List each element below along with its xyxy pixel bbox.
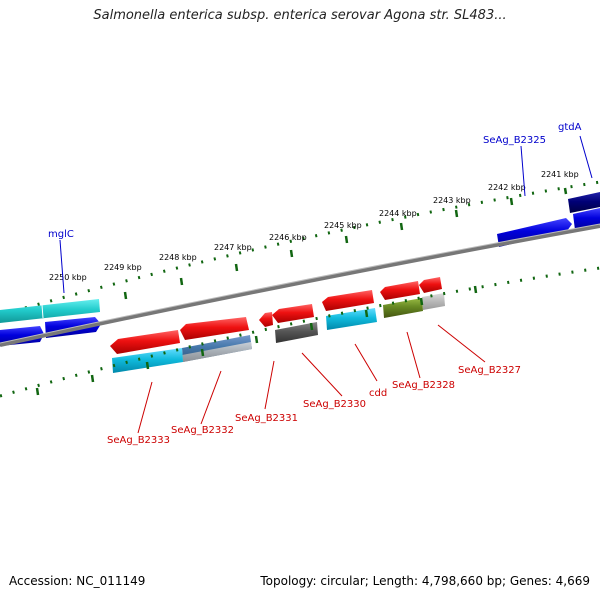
gene-label-gtdA: gtdA: [558, 122, 582, 133]
gene-red-2328a[interactable]: [380, 281, 420, 300]
scale-label-2246: 2246 kbp: [269, 233, 307, 242]
map-title: Salmonella enterica subsp. enterica sero…: [93, 8, 507, 23]
scale-label-2248: 2248 kbp: [159, 253, 197, 262]
gene-label-mglC: mglC: [48, 229, 74, 240]
gene-cdd[interactable]: [326, 308, 377, 330]
gene-label-cdd: cdd: [369, 388, 387, 399]
topology-label: Topology: circular; Length: 4,798,660 bp…: [260, 574, 590, 588]
inner-ticks: [35, 285, 478, 396]
scale-label-2242: 2242 kbp: [488, 183, 526, 192]
scale-label-2243: 2243 kbp: [433, 196, 471, 205]
scale-label-2244: 2244 kbp: [379, 209, 417, 218]
scale-label-2245: 2245 kbp: [324, 221, 362, 230]
gene-label-SeAg-B2331: SeAg_B2331: [235, 413, 298, 424]
scale-label-2247: 2247 kbp: [214, 243, 252, 252]
scale-label-2241: 2241 kbp: [541, 170, 579, 179]
gene-SeAg-B2327[interactable]: [419, 277, 442, 293]
gene-SeAg-B2330[interactable]: [275, 322, 318, 343]
gene-forward-2[interactable]: [573, 208, 600, 230]
scale-label-2250: 2250 kbp: [49, 273, 87, 282]
gene-label-SeAg-B2333: SeAg_B2333: [107, 435, 170, 446]
gene-label-SeAg-B2330: SeAg_B2330: [303, 399, 366, 410]
accession-label: Accession: NC_011149: [9, 574, 146, 588]
gene-red-2332-top[interactable]: [180, 317, 249, 340]
forward-strand-genes: [0, 192, 600, 346]
scale-label-2249: 2249 kbp: [104, 263, 142, 272]
gene-red-cdd-top[interactable]: [322, 290, 374, 311]
gene-SeAg-B2331[interactable]: [259, 312, 273, 327]
outer-ticks: [66, 187, 568, 314]
gene-gtdA[interactable]: [568, 192, 600, 213]
gene-SeAg-B2327-grey[interactable]: [422, 293, 445, 310]
gene-SeAg-B2328[interactable]: [383, 298, 423, 318]
outer-scale-ring: [0, 180, 600, 317]
gene-mglC-teal[interactable]: [0, 299, 100, 323]
gene-red-2330-top[interactable]: [272, 304, 314, 323]
gene-label-SeAg-B2327: SeAg_B2327: [458, 365, 521, 376]
gene-red-2333-top[interactable]: [110, 330, 180, 354]
genome-backbone: [0, 224, 600, 347]
gene-label-SeAg-B2332: SeAg_B2332: [171, 425, 234, 436]
gene-label-SeAg-B2328: SeAg_B2328: [392, 380, 455, 391]
gene-label-SeAg-B2325: SeAg_B2325: [483, 135, 546, 146]
reverse-strand-genes: [110, 277, 445, 373]
